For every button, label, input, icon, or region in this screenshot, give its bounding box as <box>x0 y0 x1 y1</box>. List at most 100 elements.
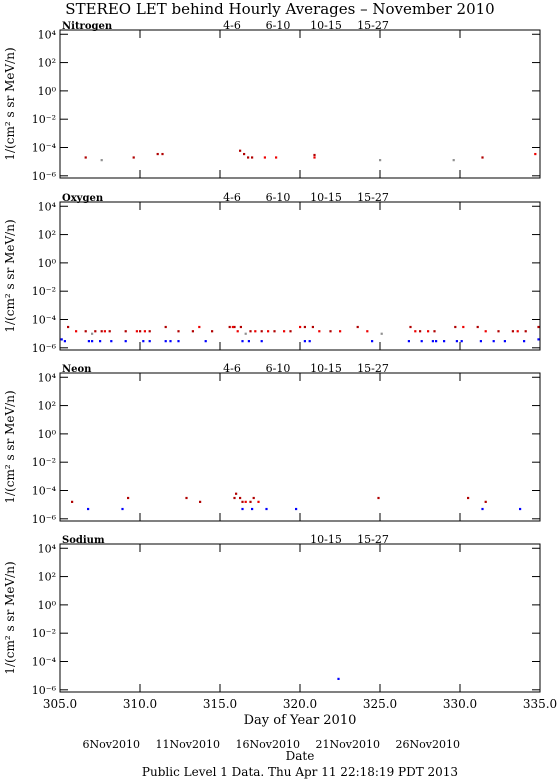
data-point <box>75 330 78 333</box>
legend-entry: 10-15 <box>310 191 342 204</box>
data-point <box>303 325 306 329</box>
date-tick-label: 21Nov2010 <box>316 738 380 751</box>
data-point <box>339 330 342 333</box>
data-point <box>177 340 180 343</box>
data-point <box>427 330 430 333</box>
data-point <box>241 340 244 343</box>
data-point <box>263 156 266 159</box>
data-point <box>161 152 164 156</box>
data-point <box>204 340 207 343</box>
data-point <box>71 500 74 503</box>
data-point <box>260 340 263 343</box>
data-point <box>311 325 314 329</box>
data-point <box>313 156 316 159</box>
data-point <box>409 325 412 329</box>
y-tick-label: 10² <box>38 57 56 70</box>
data-point <box>164 340 167 343</box>
y-tick-label: 10² <box>38 400 56 413</box>
y-tick-label: 10⁴ <box>38 542 57 555</box>
x-axis-label: Day of Year 2010 <box>244 713 357 728</box>
plot-frame <box>59 543 541 693</box>
data-point <box>481 156 484 159</box>
data-point <box>244 500 247 503</box>
data-point <box>414 330 417 333</box>
y-tick-label: 10⁻⁴ <box>32 313 57 326</box>
data-point <box>356 325 359 329</box>
legend-entry: 10-15 <box>310 19 342 32</box>
data-point <box>100 159 103 162</box>
legend-entry: 6-10 <box>266 191 291 204</box>
y-tick-label: 10⁻⁴ <box>32 484 57 497</box>
y-tick-label: 10⁻⁴ <box>32 141 57 154</box>
data-point <box>239 149 242 152</box>
legend-entry: 4-6 <box>223 191 241 204</box>
data-point <box>419 330 422 333</box>
data-point <box>94 330 97 333</box>
data-point <box>241 500 244 503</box>
data-point <box>63 340 66 343</box>
data-point <box>497 330 500 333</box>
data-point <box>431 340 434 343</box>
data-point <box>244 332 247 335</box>
data-point <box>142 340 145 343</box>
data-point <box>407 340 410 343</box>
y-tick-label: 10⁻⁶ <box>32 170 57 183</box>
data-point <box>329 330 332 333</box>
data-point <box>308 340 311 343</box>
data-point <box>492 340 495 343</box>
data-point <box>260 330 263 333</box>
data-point <box>524 330 527 333</box>
data-point <box>247 156 250 159</box>
data-point <box>380 332 383 335</box>
data-point <box>235 492 238 495</box>
data-point <box>454 325 457 329</box>
y-tick-label: 10⁰ <box>38 85 57 98</box>
data-point <box>452 159 455 162</box>
footer: Public Level 1 Data. Thu Apr 11 22:18:19… <box>142 765 458 779</box>
data-point <box>87 507 90 511</box>
data-point <box>211 330 214 333</box>
data-point <box>476 325 479 329</box>
data-point <box>420 340 423 343</box>
chart-title: STEREO LET behind Hourly Averages – Nove… <box>65 0 494 18</box>
data-point <box>233 325 236 329</box>
data-point <box>462 325 465 329</box>
legend-entry: 15-27 <box>357 19 389 32</box>
data-point <box>443 340 446 343</box>
data-point <box>455 340 458 343</box>
y-tick-label: 10⁰ <box>38 428 57 441</box>
data-point <box>435 340 438 343</box>
panel-title: Nitrogen <box>62 21 113 32</box>
data-point <box>60 338 63 341</box>
data-point <box>231 325 234 329</box>
data-point <box>537 325 540 329</box>
data-point <box>251 507 254 511</box>
data-point <box>243 152 246 156</box>
data-point <box>523 340 526 343</box>
data-point <box>67 325 70 329</box>
data-point <box>273 330 276 333</box>
data-point <box>121 507 124 511</box>
data-point <box>185 496 188 500</box>
y-tick-label: 10² <box>38 571 56 584</box>
data-point <box>467 496 470 500</box>
data-point <box>267 330 270 333</box>
data-point <box>139 330 142 333</box>
data-point <box>103 330 106 333</box>
data-point <box>199 500 202 503</box>
x-tick-label: 330.0 <box>443 697 477 711</box>
data-point <box>239 325 242 329</box>
data-point <box>433 330 436 333</box>
data-point <box>148 340 151 343</box>
data-point <box>484 330 487 333</box>
data-point <box>254 330 257 333</box>
legend-entry: 4-6 <box>223 362 241 375</box>
data-point <box>177 330 180 333</box>
data-point <box>164 325 167 329</box>
panel-title: Oxygen <box>62 193 104 204</box>
data-point <box>519 507 522 511</box>
x-tick-label: 305.0 <box>43 697 77 711</box>
data-point <box>516 330 519 333</box>
data-point <box>289 330 292 333</box>
data-point <box>460 340 463 343</box>
